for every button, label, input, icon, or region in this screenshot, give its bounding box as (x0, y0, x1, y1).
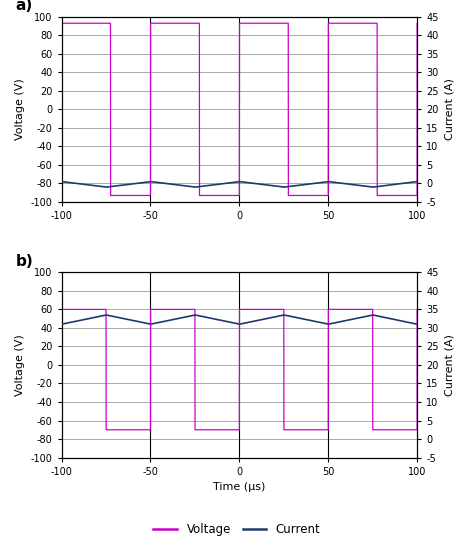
Y-axis label: Current (A): Current (A) (444, 79, 454, 140)
X-axis label: Time (μs): Time (μs) (213, 482, 265, 492)
Y-axis label: Voltage (V): Voltage (V) (15, 334, 25, 396)
Y-axis label: Current (A): Current (A) (444, 334, 454, 396)
Text: b): b) (15, 254, 33, 268)
Legend: Voltage, Current: Voltage, Current (149, 518, 325, 541)
Y-axis label: Voltage (V): Voltage (V) (15, 79, 25, 140)
Text: a): a) (15, 0, 33, 13)
